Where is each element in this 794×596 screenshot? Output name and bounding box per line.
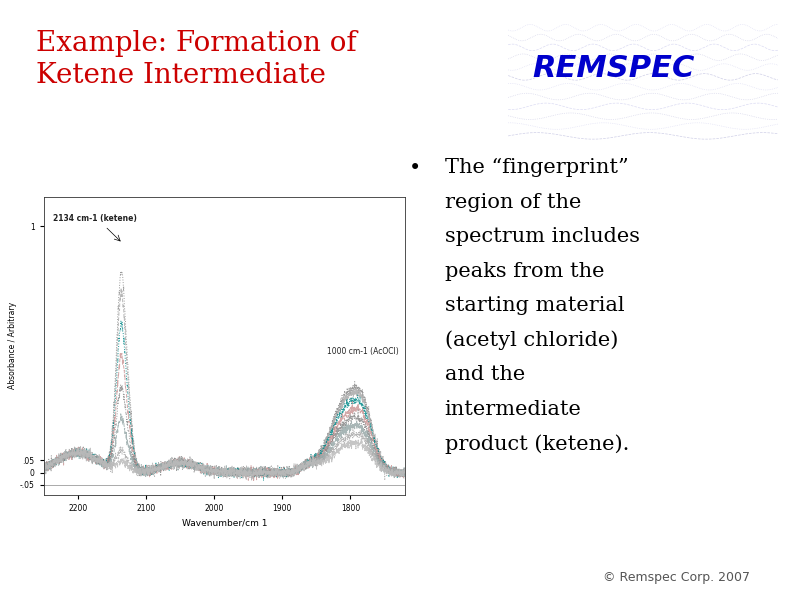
Y-axis label: Absorbance / Arbitrary: Absorbance / Arbitrary <box>8 302 17 389</box>
Text: The “fingerprint”: The “fingerprint” <box>445 158 628 177</box>
Text: •: • <box>409 158 421 178</box>
Text: peaks from the: peaks from the <box>445 262 604 281</box>
Text: starting material: starting material <box>445 296 624 315</box>
Text: © Remspec Corp. 2007: © Remspec Corp. 2007 <box>603 571 750 584</box>
Text: product (ketene).: product (ketene). <box>445 434 629 454</box>
X-axis label: Wavenumber/cm 1: Wavenumber/cm 1 <box>182 519 267 527</box>
Text: region of the: region of the <box>445 193 581 212</box>
Text: Example: Formation of
Ketene Intermediate: Example: Formation of Ketene Intermediat… <box>36 30 357 89</box>
Text: intermediate: intermediate <box>445 400 581 419</box>
Text: (acetyl chloride): (acetyl chloride) <box>445 331 618 350</box>
Text: spectrum includes: spectrum includes <box>445 227 640 246</box>
Text: 1000 cm-1 (AcOCl): 1000 cm-1 (AcOCl) <box>326 347 399 356</box>
Text: REMSPEC: REMSPEC <box>532 54 695 83</box>
Text: and the: and the <box>445 365 525 384</box>
Text: 2134 cm-1 (ketene): 2134 cm-1 (ketene) <box>53 215 137 224</box>
